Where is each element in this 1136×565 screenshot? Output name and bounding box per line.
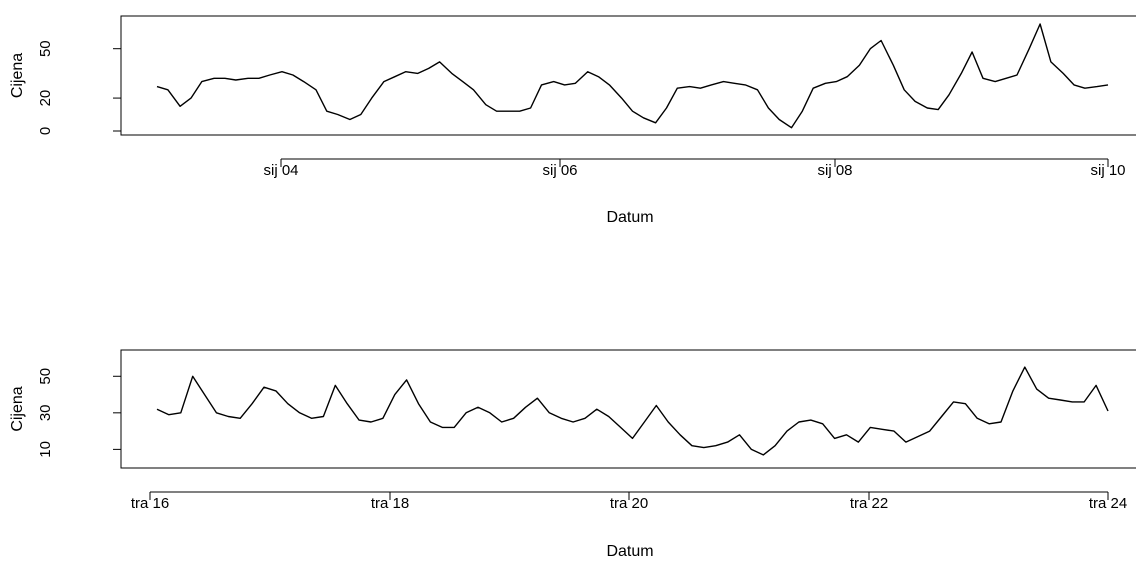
plot-box: [120, 15, 1136, 136]
x-axis-title: Datum: [606, 543, 653, 560]
x-axis-title: Datum: [606, 209, 653, 226]
y-tick-label: 30: [37, 404, 54, 421]
series-line: [156, 366, 1109, 456]
y-tick-label: 50: [37, 368, 54, 385]
x-tick-label: tra 18: [371, 495, 409, 512]
x-tick-label: tra 20: [610, 495, 648, 512]
y-tick-label: 10: [37, 441, 54, 458]
y-tick-label: 0: [37, 127, 54, 135]
x-tick-label: tra 24: [1089, 495, 1127, 512]
y-axis-title: Cijena: [9, 53, 26, 98]
x-tick-label: tra 22: [850, 495, 888, 512]
x-tick-label: sij 06: [542, 162, 577, 179]
y-axis-title: Cijena: [9, 386, 26, 431]
x-tick-label: sij 04: [263, 162, 298, 179]
x-tick-label: sij 08: [817, 162, 852, 179]
plot-box: [120, 349, 1136, 469]
series-line: [156, 23, 1109, 129]
x-tick-label: tra 16: [131, 495, 169, 512]
x-tick-label: sij 10: [1090, 162, 1125, 179]
y-tick-label: 20: [37, 90, 54, 107]
y-tick-label: 50: [37, 40, 54, 57]
